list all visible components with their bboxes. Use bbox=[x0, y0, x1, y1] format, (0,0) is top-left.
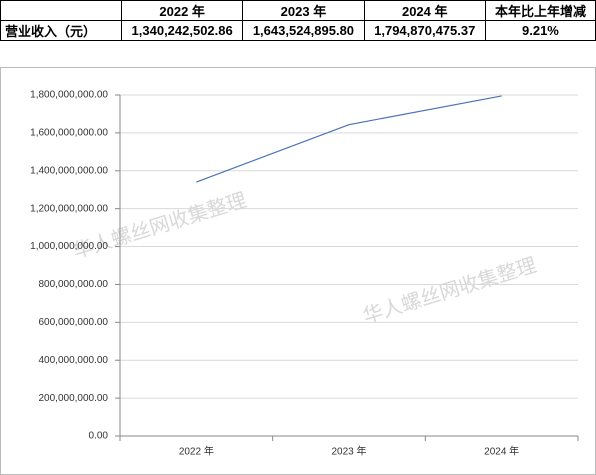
y-tick-label: 200,000,000.00 bbox=[38, 393, 108, 404]
chart-frame bbox=[0, 67, 596, 475]
chart: 华人螺丝网收集整理 华人螺丝网收集整理 0.00200,000,000.0040… bbox=[0, 67, 596, 475]
header-cell: 2024 年 bbox=[363, 0, 486, 21]
cell: 1,340,242,502.86 bbox=[120, 20, 244, 41]
y-tick-label: 400,000,000.00 bbox=[38, 355, 108, 366]
header-cell: 本年比上年增减 bbox=[484, 0, 596, 21]
table-row: 营业收入（元） 1,340,242,502.86 1,643,524,895.8… bbox=[0, 20, 596, 41]
header-cell: 2022 年 bbox=[120, 0, 244, 21]
y-tick-label: 800,000,000.00 bbox=[38, 279, 108, 290]
y-tick-label: 1,800,000,000.00 bbox=[30, 90, 108, 101]
line-series bbox=[196, 95, 502, 183]
y-tick-label: 1,400,000,000.00 bbox=[30, 165, 108, 176]
x-tick-label: 2022 年 bbox=[179, 445, 214, 458]
y-tick-label: 1,000,000,000.00 bbox=[30, 241, 108, 252]
y-tick-label: 1,600,000,000.00 bbox=[30, 128, 108, 139]
y-tick-label: 600,000,000.00 bbox=[38, 317, 108, 328]
x-tick-label: 2024 年 bbox=[484, 445, 519, 458]
cell: 9.21% bbox=[484, 20, 596, 41]
y-tick-label: 1,200,000,000.00 bbox=[30, 203, 108, 214]
cell: 1,643,524,895.80 bbox=[242, 20, 365, 41]
x-tick-label: 2023 年 bbox=[331, 445, 366, 458]
cell: 1,794,870,475.37 bbox=[363, 20, 486, 41]
y-tick-label: 0.00 bbox=[89, 431, 109, 442]
header-cell bbox=[0, 0, 122, 21]
row-label: 营业收入（元） bbox=[0, 20, 122, 41]
table-header: 2022 年 2023 年 2024 年 本年比上年增减 bbox=[0, 0, 596, 21]
revenue-table: 2022 年 2023 年 2024 年 本年比上年增减 营业收入（元） 1,3… bbox=[0, 0, 596, 41]
header-cell: 2023 年 bbox=[242, 0, 365, 21]
